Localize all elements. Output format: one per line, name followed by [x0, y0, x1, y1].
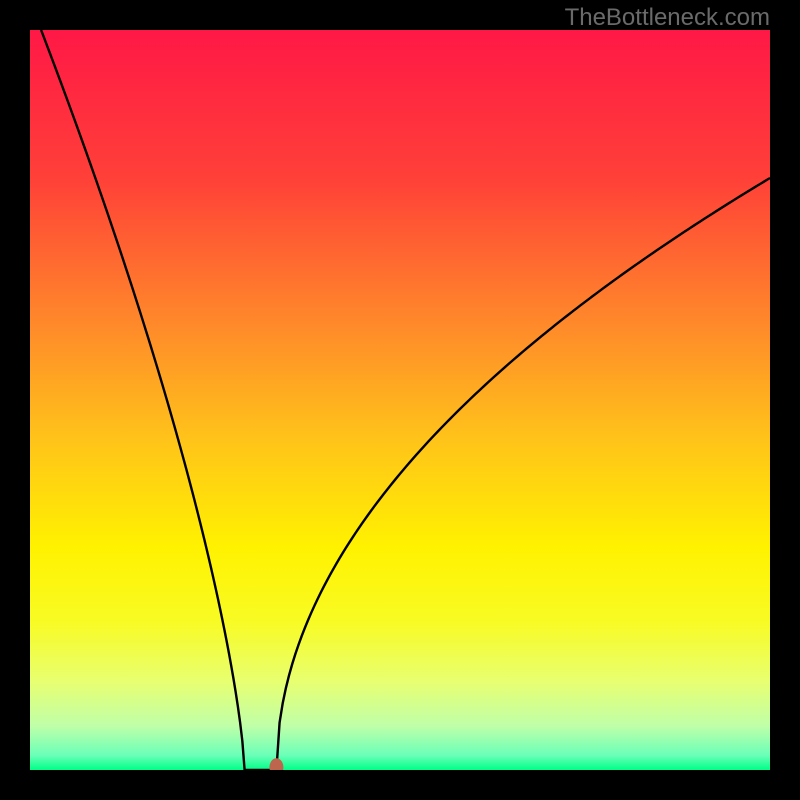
gradient-background — [30, 30, 770, 770]
plot-area — [30, 30, 770, 770]
chart-svg — [30, 30, 770, 770]
chart-frame: TheBottleneck.com — [0, 0, 800, 800]
watermark-text: TheBottleneck.com — [565, 4, 770, 32]
